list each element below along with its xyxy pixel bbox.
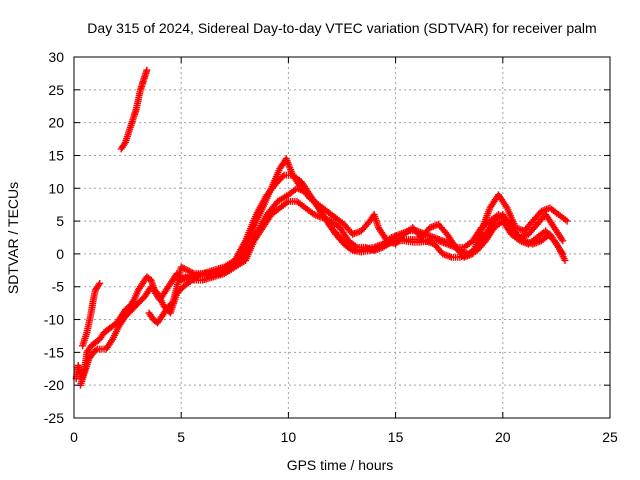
series-s3 xyxy=(79,279,104,350)
data-point xyxy=(92,346,100,354)
grid-lines xyxy=(74,57,610,418)
x-tick-label: 10 xyxy=(281,429,297,445)
data-point xyxy=(559,237,567,245)
y-tick-label: 15 xyxy=(48,147,64,163)
data-point xyxy=(188,269,196,277)
plot-area-border xyxy=(73,56,611,419)
data-point xyxy=(559,250,567,258)
y-tick-label: -5 xyxy=(52,279,65,295)
y-tick-label: -25 xyxy=(44,410,64,426)
y-tick-label: 5 xyxy=(56,213,64,229)
data-point xyxy=(96,279,104,287)
axis-ticks: -25 -20 -15 -10 -5 0 5 10 15 20 25 30 0 5 10 15 20 25 xyxy=(44,49,618,445)
y-tick-label: -10 xyxy=(44,312,64,328)
series-s5 xyxy=(145,155,571,327)
x-tick-label: 5 xyxy=(177,429,185,445)
y-tick-label: 20 xyxy=(48,115,64,131)
data-point xyxy=(279,172,287,180)
y-tick-label: 0 xyxy=(56,246,64,262)
x-tick-label: 20 xyxy=(495,429,511,445)
data-point xyxy=(143,66,151,74)
y-tick-label: 25 xyxy=(48,82,64,98)
y-tick-label: -20 xyxy=(44,377,64,393)
series-s6 xyxy=(175,197,567,284)
y-axis-label: SDTVAR / TECUs xyxy=(5,182,21,294)
x-axis-label: GPS time / hours xyxy=(287,457,394,473)
x-tick-label: 0 xyxy=(70,429,78,445)
data-point xyxy=(561,256,569,264)
y-tick-label: 30 xyxy=(48,49,64,65)
x-tick-label: 25 xyxy=(602,429,618,445)
data-series xyxy=(72,66,571,389)
data-point xyxy=(563,217,571,225)
y-tick-label: 10 xyxy=(48,180,64,196)
y-tick-label: -15 xyxy=(44,344,64,360)
chart-title: Day 315 of 2024, Sidereal Day-to-day VTE… xyxy=(87,20,596,36)
series-s4 xyxy=(117,66,151,153)
x-tick-label: 15 xyxy=(388,429,404,445)
